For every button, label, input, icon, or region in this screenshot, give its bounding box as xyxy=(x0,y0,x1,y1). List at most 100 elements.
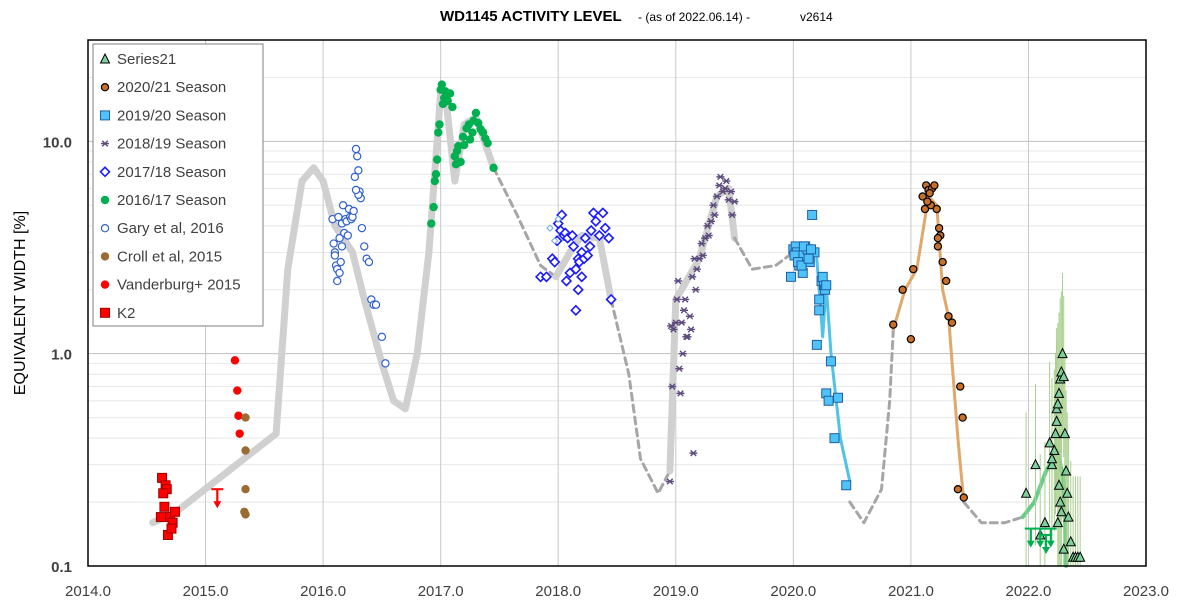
data-point xyxy=(430,176,439,186)
data-point xyxy=(687,326,696,333)
data-point xyxy=(233,386,242,395)
data-point xyxy=(938,257,947,267)
legend-label: Gary et al, 2016 xyxy=(117,220,224,237)
data-point xyxy=(923,197,932,206)
data-point xyxy=(483,138,492,148)
data-point xyxy=(681,296,690,303)
chart-version: v2614 xyxy=(800,10,833,24)
data-point xyxy=(1065,535,1077,547)
data-point xyxy=(841,480,852,491)
data-point xyxy=(692,265,701,273)
data-point xyxy=(241,446,250,455)
legend-label: 2018/19 Season xyxy=(117,136,226,153)
trend-dash-2017 xyxy=(492,166,558,279)
data-point xyxy=(329,239,338,248)
y-tick-label: 10.0 xyxy=(43,134,72,151)
data-point xyxy=(587,207,600,219)
data-point xyxy=(959,493,968,502)
data-point xyxy=(241,413,250,422)
data-point xyxy=(677,319,686,326)
data-point xyxy=(947,318,957,327)
data-point xyxy=(682,333,691,341)
data-point xyxy=(722,177,731,185)
data-point xyxy=(920,204,930,214)
data-point xyxy=(159,501,170,512)
data-point xyxy=(1058,370,1070,382)
data-point xyxy=(489,163,498,173)
data-point xyxy=(958,413,967,422)
data-point xyxy=(1052,397,1064,409)
data-point xyxy=(351,144,361,154)
x-tick-label: 2022.0 xyxy=(1005,583,1051,600)
legend: Series21 2020/21 Season 2019/20 Season 2018… xyxy=(92,43,264,327)
legend-label: Series21 xyxy=(117,51,176,68)
legend-item: 2018/19 Season xyxy=(101,136,226,153)
data-point xyxy=(1039,516,1051,528)
legend-item: 2016/17 Season xyxy=(100,192,226,209)
data-point xyxy=(351,185,361,195)
data-point xyxy=(956,382,965,391)
data-point xyxy=(823,395,834,406)
data-point xyxy=(688,273,697,281)
legend-marker xyxy=(99,166,111,178)
data-point xyxy=(1051,415,1062,426)
data-point xyxy=(549,256,561,268)
data-point xyxy=(338,201,348,210)
data-point xyxy=(448,102,457,112)
data-point xyxy=(349,206,358,216)
legend-item: Vanderburg+ 2015 xyxy=(100,277,241,294)
data-point xyxy=(546,224,554,232)
x-tick-label: 2016.0 xyxy=(300,583,346,600)
data-point xyxy=(330,251,340,260)
data-point xyxy=(335,268,344,278)
trend-dash-2021 xyxy=(962,500,1025,525)
data-point xyxy=(889,320,898,329)
legend-label: Vanderburg+ 2015 xyxy=(117,277,241,294)
data-point xyxy=(918,192,927,201)
data-point xyxy=(668,383,677,390)
x-tick-label: 2021.0 xyxy=(888,583,934,600)
data-point xyxy=(579,232,591,244)
data-point xyxy=(685,312,694,320)
data-point xyxy=(435,120,444,129)
data-point xyxy=(335,233,344,243)
data-point xyxy=(343,231,352,240)
data-point xyxy=(471,108,481,118)
data-point xyxy=(933,242,943,251)
data-point xyxy=(1044,436,1055,448)
legend-item: 2020/21 Season xyxy=(100,79,226,96)
data-point xyxy=(158,488,169,499)
data-point xyxy=(1063,510,1074,522)
data-point xyxy=(724,196,733,204)
data-point xyxy=(941,276,951,286)
y-tick-label: 1.0 xyxy=(51,347,72,364)
data-point xyxy=(934,223,944,233)
data-point xyxy=(690,255,699,263)
data-point xyxy=(350,172,360,182)
data-point xyxy=(550,237,559,245)
data-point xyxy=(675,365,684,372)
data-point xyxy=(909,264,918,274)
data-point xyxy=(930,181,939,190)
legend-label: 2017/18 Season xyxy=(117,164,226,181)
legend-marker xyxy=(99,52,111,64)
k2-upper-limit-arrow-head xyxy=(213,501,222,509)
legend-label: 2019/20 Season xyxy=(117,107,226,124)
data-point xyxy=(932,204,941,214)
data-point xyxy=(603,232,615,244)
axis-layer: 2014.0 2015.0 2016.0 2017.0 2018.0 2019.0 2020… xyxy=(43,134,1169,600)
data-point xyxy=(707,218,716,225)
s21-limit-3-head xyxy=(1042,546,1051,554)
data-point xyxy=(716,173,725,181)
legend-marker xyxy=(100,195,110,205)
data-point xyxy=(712,193,721,200)
data-point xyxy=(821,280,832,291)
legend-item: 2019/20 Season xyxy=(100,107,226,124)
data-point xyxy=(1054,495,1066,507)
data-point xyxy=(805,244,816,255)
data-point xyxy=(456,157,465,167)
x-tick-label: 2023.0 xyxy=(1123,583,1169,600)
data-point xyxy=(155,512,166,523)
data-point xyxy=(353,152,362,161)
data-point xyxy=(572,284,584,296)
